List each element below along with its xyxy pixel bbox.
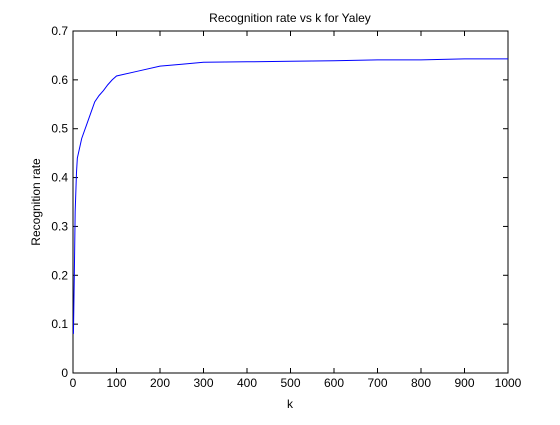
x-tick-label: 700	[367, 376, 387, 390]
y-tick-labels: 0 0.1 0.2 0.3 0.4 0.5 0.6 0.7	[51, 24, 68, 380]
y-axis-label: Recognition rate	[29, 158, 43, 246]
plot-area	[72, 30, 509, 374]
x-tick-label: 400	[237, 376, 257, 390]
series-group	[72, 58, 508, 334]
y-tick-label: 0.7	[51, 24, 68, 38]
x-tick-label: 1000	[495, 376, 522, 390]
x-axis-label: k	[287, 397, 294, 411]
series-line-0	[72, 58, 508, 334]
x-tick-label: 900	[454, 376, 474, 390]
y-tick-label: 0.5	[51, 122, 68, 136]
x-tick-label: 300	[193, 376, 213, 390]
x-tick-label: 800	[411, 376, 431, 390]
x-tick-label: 0	[70, 376, 77, 390]
x-tick-label: 100	[106, 376, 126, 390]
y-tick-label: 0.6	[51, 73, 68, 87]
x-tick-labels: 0 100 200 300 400 500 600 700 800 900 1000	[70, 376, 522, 390]
y-tick-label: 0.2	[51, 268, 68, 282]
x-tick-label: 500	[280, 376, 300, 390]
y-tick-label: 0.1	[51, 317, 68, 331]
x-tick-label: 200	[150, 376, 170, 390]
y-tick-label: 0	[61, 366, 68, 380]
x-tick-label: 600	[324, 376, 344, 390]
y-tick-label: 0.4	[51, 171, 68, 185]
chart-title: Recognition rate vs k for Yaley	[209, 11, 371, 25]
y-tick-label: 0.3	[51, 219, 68, 233]
axis-ticks	[72, 30, 509, 374]
